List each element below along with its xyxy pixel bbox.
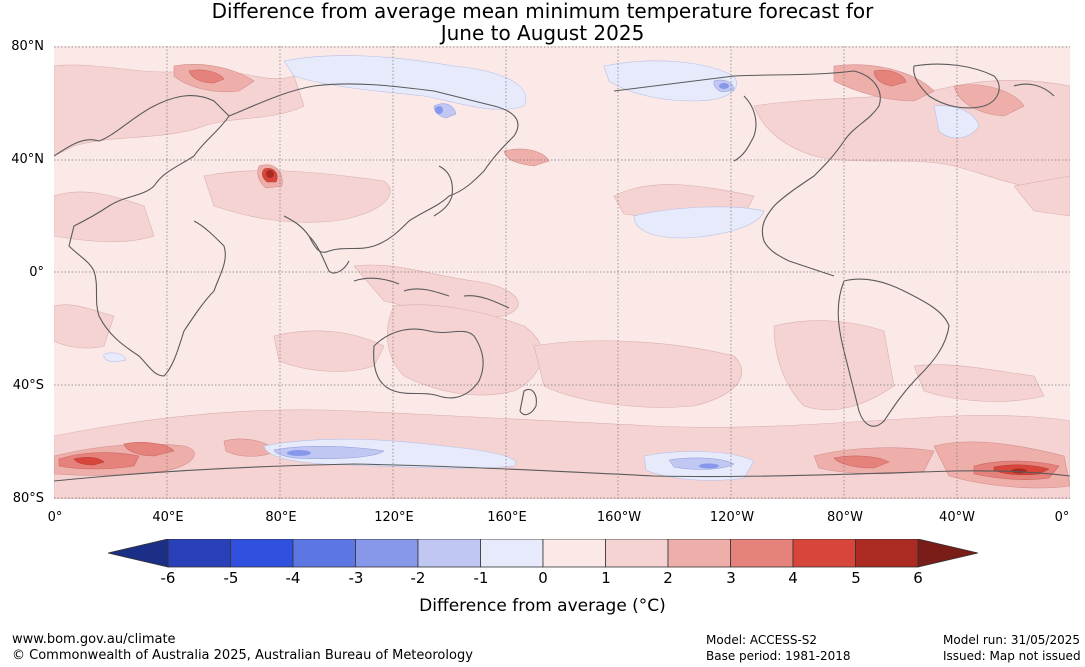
lon-label-80e: 80°E (265, 510, 297, 525)
lon-label-160e: 160°E (487, 510, 527, 525)
lon-label-120e: 120°E (374, 510, 414, 525)
footer-copyright: © Commonwealth of Australia 2025, Austra… (12, 648, 473, 663)
colorbar-cell (730, 539, 794, 568)
colorbar-tick: -4 (285, 569, 301, 587)
colorbar-tick: -6 (160, 569, 176, 587)
lat-label-equator: 0° (29, 265, 44, 280)
colorbar-extend-high (917, 539, 978, 568)
lat-label-80s: 80°S (12, 491, 44, 506)
colorbar-cell (292, 539, 356, 568)
footer-issued: Issued: Map not issued (943, 649, 1081, 663)
colorbar-tick: 3 (726, 569, 736, 587)
lat-label-40n: 40°N (11, 152, 44, 167)
lon-label-40e: 40°E (152, 510, 184, 525)
colorbar-cell (605, 539, 669, 568)
colorbar-tick: 6 (913, 569, 923, 587)
footer-url: www.bom.gov.au/climate (12, 632, 176, 647)
lon-label-120w: 120°W (709, 510, 755, 525)
colorbar-tick: 4 (788, 569, 798, 587)
colorbar-tick: -5 (223, 569, 239, 587)
colorbar-tick: 1 (601, 569, 611, 587)
colorbar-cells (167, 539, 919, 568)
map-title-line-1: Difference from average mean minimum tem… (211, 0, 874, 23)
colorbar-label: Difference from average (°C) (419, 596, 666, 616)
colorbar-cell (855, 539, 919, 568)
colorbar-tick: -1 (473, 569, 489, 587)
colorbar-tick: 0 (538, 569, 548, 587)
lat-label-40s: 40°S (12, 378, 44, 393)
colorbar-cell (417, 539, 481, 568)
lon-label-80w: 80°W (827, 510, 863, 525)
anomaly-shading (54, 55, 1070, 499)
colorbar-cell (480, 539, 544, 568)
colorbar-tick: -3 (348, 569, 364, 587)
colorbar-tick: 5 (851, 569, 861, 587)
colorbar-tick: 2 (663, 569, 673, 587)
coastlines (54, 63, 1070, 482)
map-title-line-2: June to August 2025 (440, 21, 645, 45)
footer-model: Model: ACCESS-S2 (706, 633, 818, 647)
lon-label-40w: 40°W (939, 510, 975, 525)
colorbar-extend-low (108, 539, 169, 568)
colorbar-cell (792, 539, 856, 568)
forecast-map-svg (54, 46, 1070, 499)
lat-label-80n: 80°N (11, 39, 44, 54)
colorbar-cell (667, 539, 731, 568)
colorbar-cell (230, 539, 294, 568)
lon-label-0-right: 0° (1054, 510, 1070, 525)
lon-label-0: 0° (47, 510, 63, 525)
colorbar (108, 539, 978, 568)
footer-model-run: Model run: 31/05/2025 (943, 633, 1081, 647)
colorbar-tick: -2 (410, 569, 426, 587)
gridlines (54, 46, 1070, 499)
colorbar-cell (542, 539, 606, 568)
colorbar-cell (355, 539, 419, 568)
footer-base-period: Base period: 1981-2018 (706, 649, 851, 663)
lon-label-160w: 160°W (596, 510, 642, 525)
colorbar-cell (167, 539, 231, 568)
forecast-map (54, 46, 1070, 499)
